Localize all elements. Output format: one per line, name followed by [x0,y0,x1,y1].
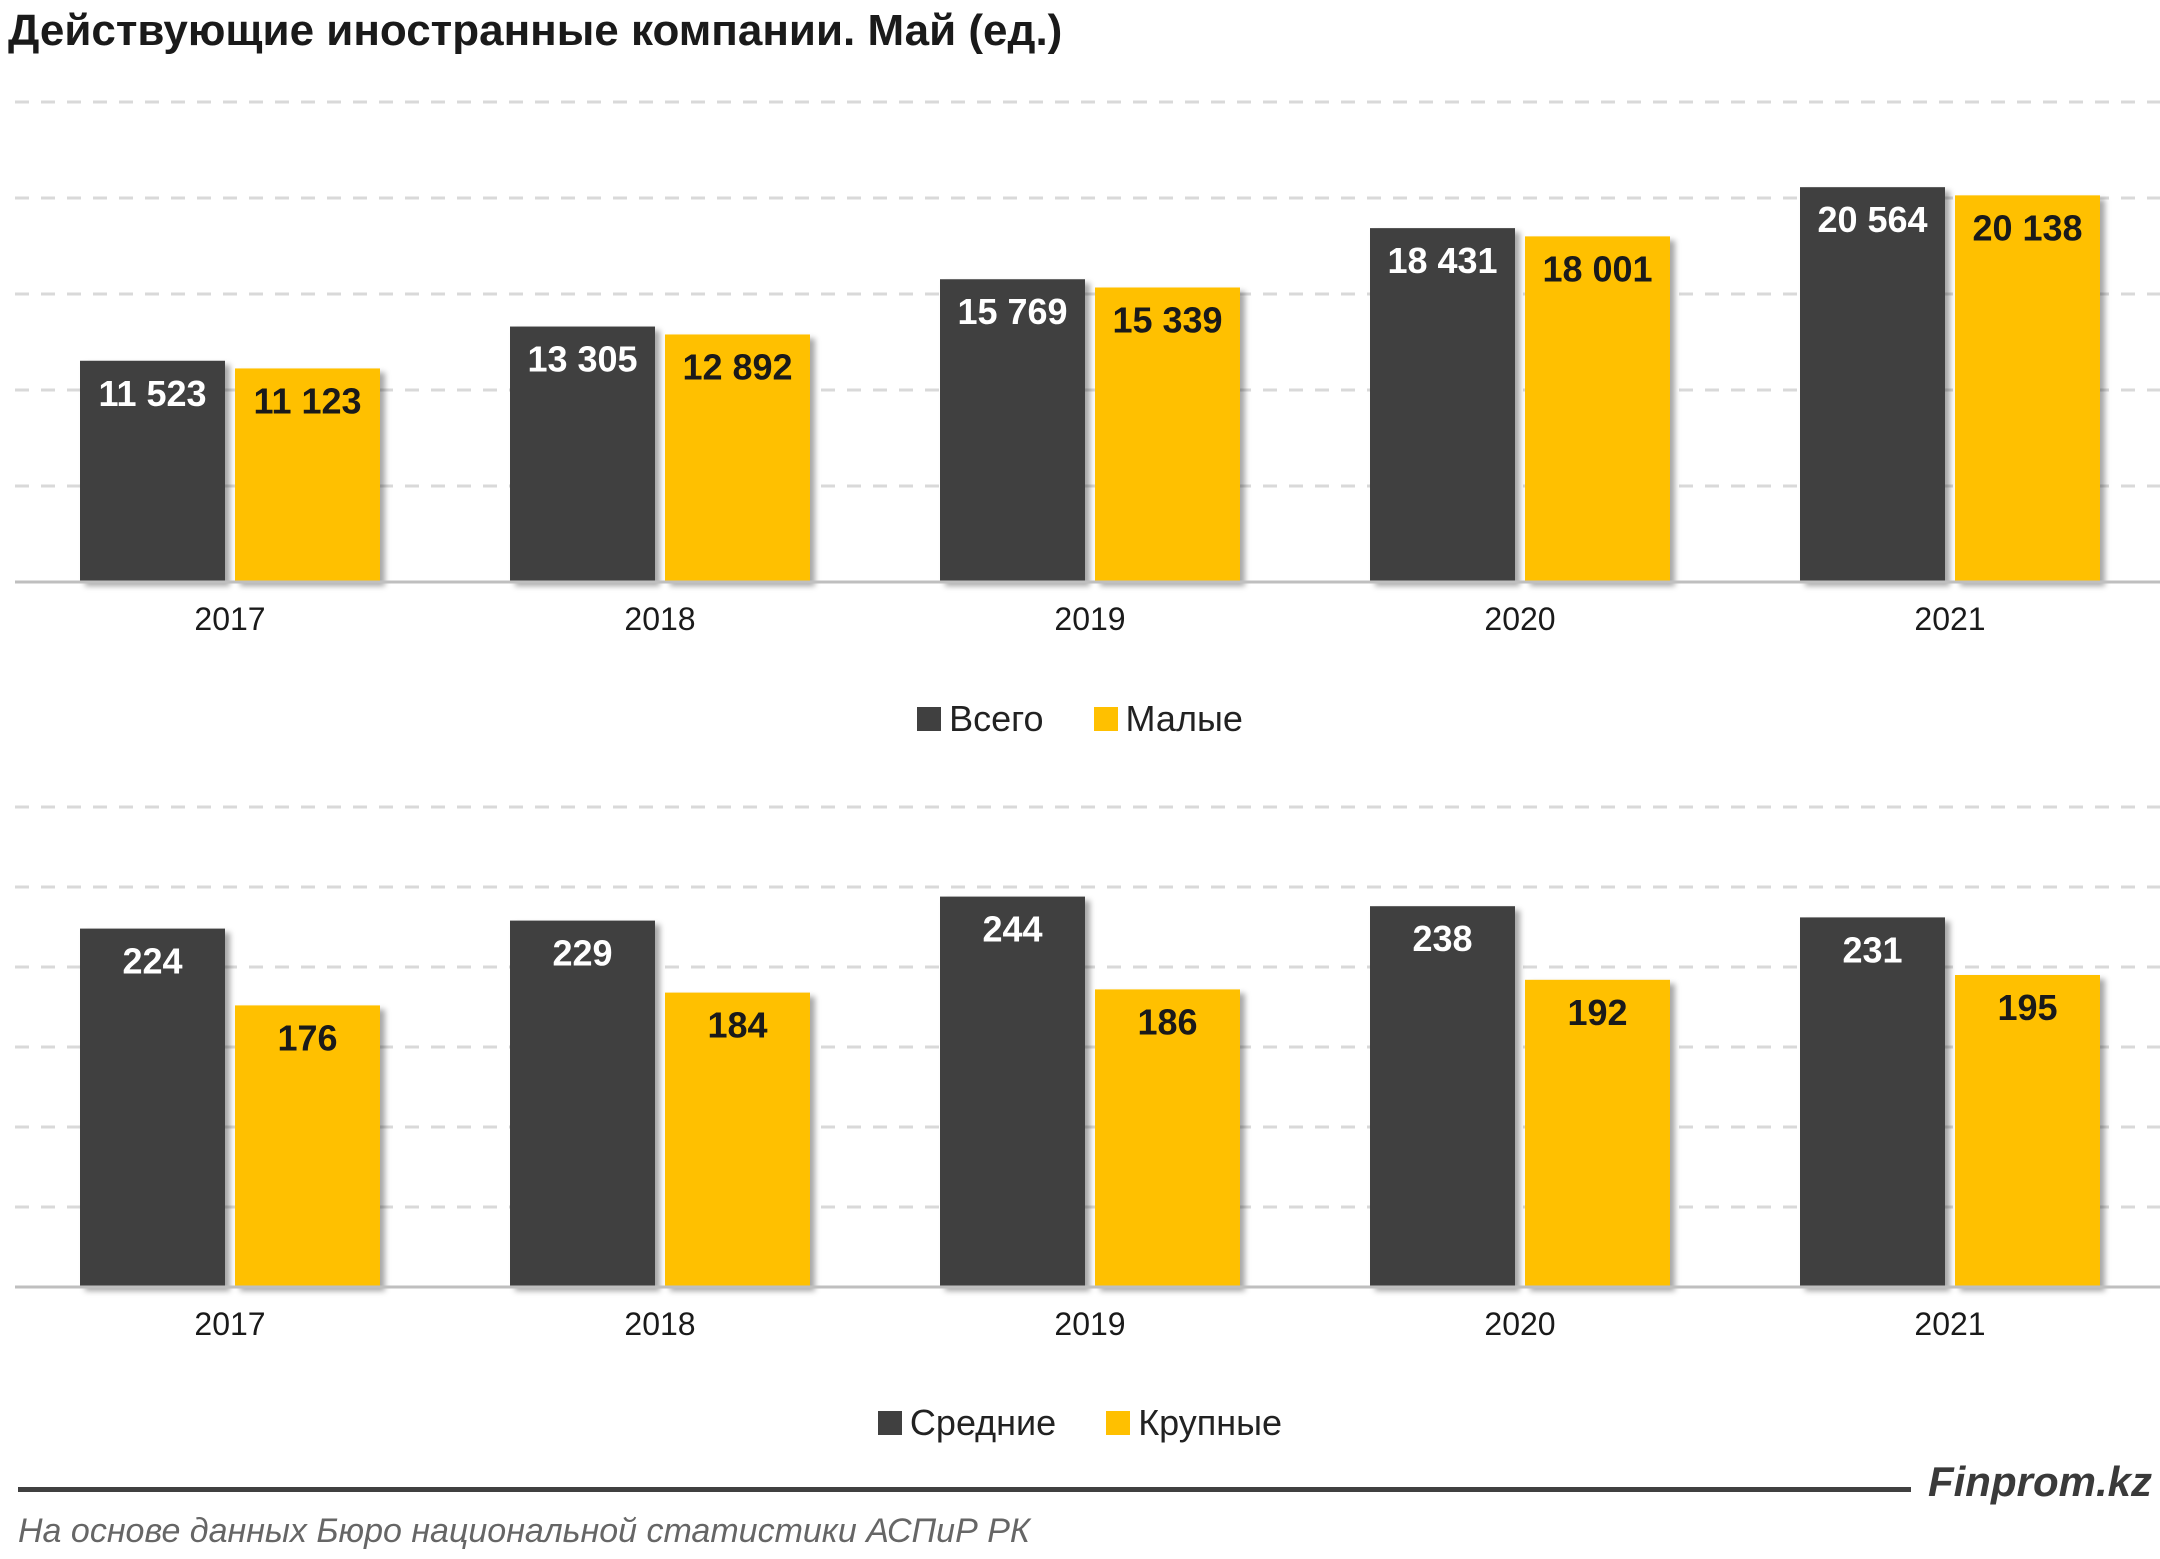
bar-Крупные-2017 [235,1005,380,1287]
legend-item-large: Крупные [1106,1402,1282,1444]
x-tick-label: 2020 [1484,601,1555,637]
x-tick-label: 2019 [1054,601,1125,637]
footer-divider [18,1487,1911,1492]
data-label: 18 431 [1387,240,1497,281]
data-label: 229 [552,933,612,974]
x-tick-label: 2021 [1914,1306,1985,1342]
legend-label: Малые [1125,698,1243,739]
data-label: 15 339 [1112,299,1222,340]
bar-Малые-2018 [665,334,810,582]
bar-Малые-2021 [1955,195,2100,582]
legend-top: Всего Малые [0,698,2160,740]
legend-swatch-yellow [1106,1411,1131,1435]
bar-Всего-2018 [510,326,655,582]
legend-bottom: Средние Крупные [0,1402,2160,1444]
data-label: 184 [707,1005,767,1046]
bar-Крупные-2019 [1095,989,1240,1287]
bar-Всего-2021 [1800,187,1945,582]
bar-Средние-2019 [940,896,1085,1287]
data-label: 18 001 [1542,248,1652,289]
bar-Всего-2017 [80,360,225,582]
legend-swatch-dark [917,707,942,731]
data-label: 224 [122,941,182,982]
data-label: 13 305 [527,339,637,380]
brand-logo: Finprom.kz [1927,1458,2152,1505]
data-label: 176 [277,1017,337,1058]
bar-Средние-2017 [80,928,225,1287]
source-note: На основе данных Бюро национальной стати… [18,1512,1030,1550]
chart-top: 11 523 11 123 2017 13 305 12 892 2018 15 769 15… [15,100,2160,637]
data-label: 15 769 [957,291,1067,332]
legend-label: Крупные [1138,1402,1283,1443]
bar-Всего-2019 [940,279,1085,582]
bar-Крупные-2018 [665,992,810,1287]
x-tick-label: 2018 [624,1306,695,1342]
x-tick-label: 2021 [1914,601,1985,637]
data-label: 12 892 [682,346,792,387]
bar-Средние-2021 [1800,917,1945,1287]
legend-item-medium: Средние [877,1402,1057,1444]
bar-Малые-2020 [1525,236,1670,582]
chart-title: Действующие иностранные компании. Май (е… [8,6,1063,55]
data-label: 192 [1567,992,1627,1033]
x-tick-label: 2020 [1484,1306,1555,1342]
data-label: 20 138 [1972,207,2082,248]
bar-Малые-2017 [235,368,380,582]
x-tick-label: 2019 [1054,1306,1125,1342]
legend-label: Всего [949,698,1044,739]
x-tick-label: 2018 [624,601,695,637]
x-tick-label: 2017 [194,1306,265,1342]
data-label: 244 [982,909,1042,950]
data-label: 11 123 [253,380,361,421]
legend-label: Средние [909,1402,1057,1443]
bar-Средние-2018 [510,920,655,1287]
bar-Малые-2019 [1095,287,1240,582]
legend-item-total: Всего [917,698,1044,740]
chart-bottom: 224 176 2017 229 184 2018 244 186 2019 238 192 2020… [15,805,2160,1342]
x-tick-label: 2017 [194,601,265,637]
data-label: 186 [1137,1001,1197,1042]
data-label: 11 523 [98,373,206,414]
bar-Крупные-2021 [1955,975,2100,1287]
bar-Крупные-2020 [1525,979,1670,1287]
data-label: 238 [1412,918,1472,959]
legend-swatch-yellow [1093,707,1118,731]
legend-item-small: Малые [1093,698,1243,740]
bar-Всего-2020 [1370,228,1515,582]
bar-Средние-2020 [1370,906,1515,1287]
data-label: 20 564 [1817,199,1927,240]
legend-swatch-dark [877,1411,902,1435]
data-label: 231 [1842,929,1902,970]
data-label: 195 [1997,987,2057,1028]
